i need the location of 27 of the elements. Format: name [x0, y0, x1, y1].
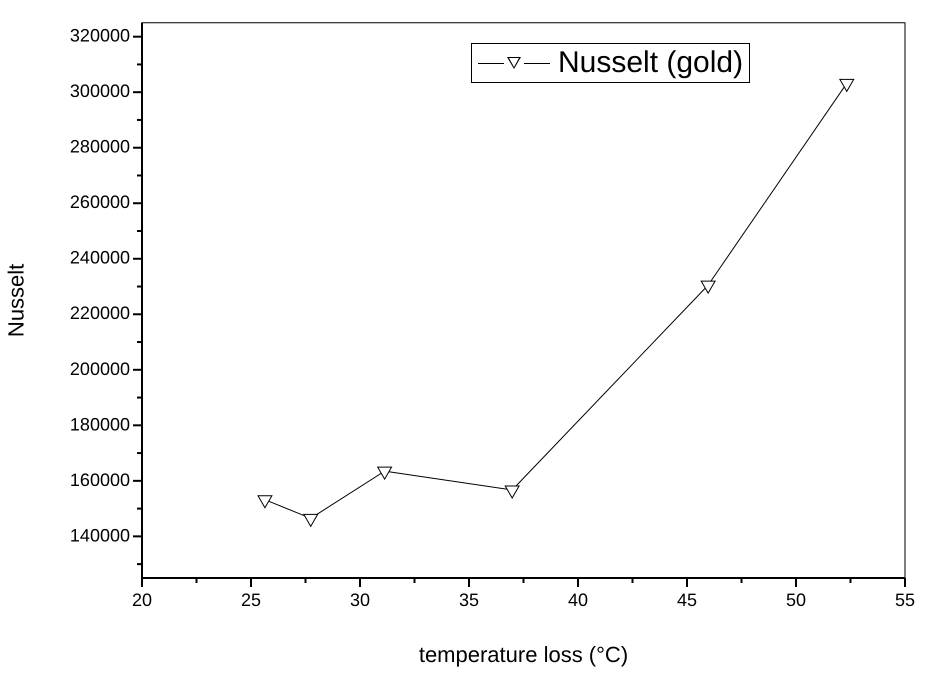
point: [258, 495, 272, 508]
y-tick-label: 140000: [70, 525, 130, 546]
point: [700, 280, 716, 294]
y-tick-label: 240000: [70, 248, 130, 268]
y-tick-label: 300000: [70, 81, 130, 102]
x-tick-label: 35: [458, 590, 480, 610]
x-tick-label: 45: [676, 590, 698, 610]
y-tick-label: 280000: [70, 136, 130, 157]
y-tick-label: 320000: [70, 26, 130, 46]
legend-label: Nusselt (gold): [558, 45, 744, 81]
x-axis-title: temperature loss (°C): [418, 642, 628, 667]
point: [377, 466, 392, 480]
point: [303, 514, 318, 527]
y-tick-label: 160000: [70, 470, 130, 490]
x-tick-label: 40: [568, 590, 588, 610]
x-tick-label: 50: [786, 590, 806, 610]
x-tick-label: 20: [132, 590, 152, 610]
y-tick-label: 260000: [70, 192, 130, 212]
y-tick-label: 220000: [70, 303, 130, 324]
x-tick-label: 55: [894, 590, 916, 610]
point: [839, 78, 854, 92]
x-tick-label: 25: [240, 590, 262, 610]
point: [504, 486, 520, 498]
y-tick-label: 200000: [70, 358, 130, 379]
y-axis-title: Nusselt: [3, 264, 28, 338]
y-tick-label: 180000: [70, 414, 130, 434]
x-tick-label: 30: [350, 590, 370, 610]
